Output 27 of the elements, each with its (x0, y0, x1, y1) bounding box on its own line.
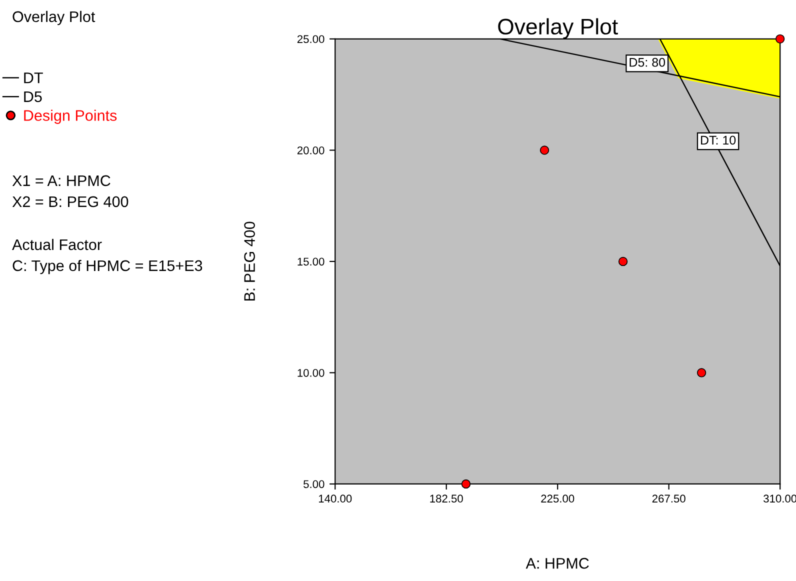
y-tick-label: 15.00 (298, 258, 324, 266)
text: X2 = B: PEG 400 (12, 196, 128, 208)
point (696, 368, 706, 378)
y-axis-title: B: PEG 400 (244, 222, 255, 301)
y-tick-label: 10.00 (298, 368, 324, 377)
text: Actual Factor (12, 238, 102, 250)
text: X1 = A: HPMC (12, 175, 110, 186)
y-tick-label: 25.00 (297, 35, 324, 44)
x-tick-label: 225.00 (541, 494, 574, 503)
y-tick-label: 5.00 (304, 480, 324, 488)
point (461, 479, 471, 489)
x-axis-title: A: HPMC (526, 558, 589, 569)
y-tick-label: 20.00 (297, 146, 324, 154)
text: C: Type of HPMC = E15+E3 (12, 260, 202, 274)
text: Overlay Plot (12, 10, 96, 26)
legend-label: D5 (24, 91, 42, 102)
legend-label: DT (24, 72, 43, 84)
x-tick-label: 267.50 (652, 494, 686, 503)
annotation: D5: 80 (630, 58, 666, 67)
point (618, 256, 628, 266)
legend-label: Design Points (24, 110, 117, 124)
annotation: DT: 10 (701, 136, 736, 145)
x-tick-label: 182.50 (430, 494, 463, 503)
chart-title: Overlay Plot (498, 18, 618, 39)
point (540, 146, 550, 155)
x-tick-label: 140.00 (318, 494, 352, 503)
point (775, 34, 785, 44)
